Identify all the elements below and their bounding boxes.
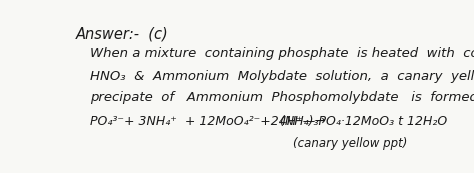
Text: When a mixture  containing phosphate  is heated  with  conc: When a mixture containing phosphate is h… [91,47,474,60]
Text: (NH₄)₃PO₄·12MoO₃ t 12H₂O: (NH₄)₃PO₄·12MoO₃ t 12H₂O [280,115,447,128]
Text: (canary yellow ppt): (canary yellow ppt) [292,137,407,150]
Text: PO₄³⁻+ 3NH₄⁺  + 12MoO₄²⁻+24H⁺—→: PO₄³⁻+ 3NH₄⁺ + 12MoO₄²⁻+24H⁺—→ [91,115,326,128]
Text: Answer:-  (c): Answer:- (c) [76,27,169,42]
Text: precipate  of   Ammonium  Phosphomolybdate   is  formed.: precipate of Ammonium Phosphomolybdate i… [91,91,474,104]
Text: HNO₃  &  Ammonium  Molybdate  solution,  a  canary  yellow: HNO₃ & Ammonium Molybdate solution, a ca… [91,70,474,83]
